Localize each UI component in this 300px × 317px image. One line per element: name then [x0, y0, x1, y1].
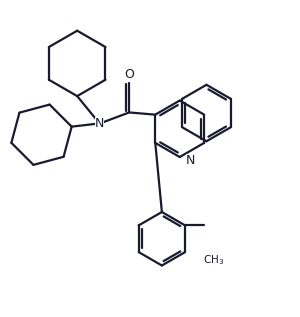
Text: N: N — [186, 154, 195, 167]
Text: N: N — [95, 117, 104, 130]
Text: CH$_3$: CH$_3$ — [203, 253, 225, 267]
Text: O: O — [124, 68, 134, 81]
